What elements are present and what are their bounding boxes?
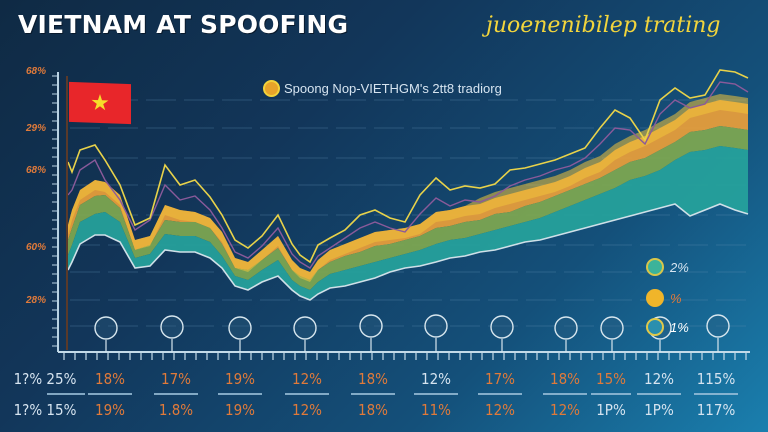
- marker-circle: [706, 314, 730, 338]
- marker-circles: [94, 314, 730, 352]
- area-band-1: [68, 126, 748, 290]
- vietnam-flag: ★: [69, 81, 131, 125]
- table-divider: [478, 393, 522, 395]
- table-cell: 1P%: [596, 401, 626, 419]
- y-axis-ticks: [52, 75, 58, 347]
- table-cell: 117%: [696, 401, 736, 419]
- y-label: 28%: [26, 295, 47, 306]
- table-divider: [694, 393, 738, 395]
- table-cell: 1P%: [644, 401, 674, 419]
- table-cell: 19%: [225, 370, 255, 388]
- legend-dot-icon: [646, 258, 664, 276]
- table-cell: 115%: [696, 370, 736, 388]
- area-band-2: [68, 146, 748, 300]
- marker-circle: [490, 315, 514, 339]
- marker-circle: [293, 316, 317, 340]
- chart-title: VIETNAM AT SPOOFING: [18, 10, 349, 39]
- marker-circle: [160, 315, 184, 339]
- table-cell: 19%: [95, 401, 125, 419]
- y-label: 68%: [26, 165, 47, 176]
- legend-dot-icon: [646, 289, 664, 307]
- side-legend-item: %: [646, 289, 682, 307]
- table-cell: 18%: [95, 370, 125, 388]
- table-divider: [543, 393, 587, 395]
- yellow-line: [67, 69, 749, 264]
- table-divider: [88, 393, 132, 395]
- marker-circle: [600, 316, 624, 340]
- chart-subtitle: juoenenibilep trating: [486, 13, 721, 38]
- marker-circle: [424, 314, 448, 338]
- table-cell: 17%: [485, 370, 515, 388]
- marker-circle: [228, 316, 252, 340]
- table-divider: [591, 393, 631, 395]
- table-cell: 11%: [421, 401, 451, 419]
- table-cell: 19%: [225, 401, 255, 419]
- side-legend-label: 2%: [670, 259, 689, 275]
- y-label: 68%: [26, 66, 47, 77]
- table-cell: 18%: [358, 370, 388, 388]
- table-cell: 18%: [550, 370, 580, 388]
- marker-circle: [554, 316, 578, 340]
- table-cell: 12%: [421, 370, 451, 388]
- table-divider: [351, 393, 395, 395]
- base-line: [67, 203, 749, 301]
- table-cell: 12%: [550, 401, 580, 419]
- legend-dot-icon: [263, 80, 280, 97]
- y-label: 29%: [26, 123, 47, 134]
- side-legend-item: 2%: [646, 258, 689, 276]
- marker-circle: [94, 316, 118, 340]
- table-cell: 12%: [292, 401, 322, 419]
- table-divider: [47, 393, 85, 395]
- table-cell: 18%: [358, 401, 388, 419]
- table-cell: 17%: [161, 370, 191, 388]
- side-legend-label: %: [670, 290, 682, 306]
- table-divider: [637, 393, 681, 395]
- table-cell: 12%: [485, 401, 515, 419]
- table-divider: [414, 393, 458, 395]
- y-label: 60%: [26, 242, 47, 253]
- table-cell: 12%: [292, 370, 322, 388]
- table-cell: 1?% 15%: [13, 401, 77, 419]
- marker-circle: [359, 314, 383, 338]
- table-divider: [285, 393, 329, 395]
- x-axis-ticks: [63, 352, 747, 360]
- table-divider: [218, 393, 262, 395]
- line-series: [67, 69, 749, 301]
- side-legend-label: 1%: [670, 319, 689, 335]
- table-cell: 12%: [644, 370, 674, 388]
- table-cell: 1.8%: [158, 401, 194, 419]
- legend-dot-icon: [646, 318, 664, 336]
- table-divider: [154, 393, 198, 395]
- legend-label: Spoong Nop-VIETHGM's 2tt8 tradiorg: [284, 81, 502, 96]
- table-cell: 1?% 25%: [13, 370, 77, 388]
- area-band-gold: [68, 94, 748, 282]
- star-icon: ★: [90, 89, 110, 116]
- table-cell: 15%: [596, 370, 626, 388]
- purple-line: [67, 81, 749, 269]
- legend-top: Spoong Nop-VIETHGM's 2tt8 tradiorg: [263, 80, 502, 97]
- side-legend-item: 1%: [646, 318, 689, 336]
- area-series: [68, 94, 748, 300]
